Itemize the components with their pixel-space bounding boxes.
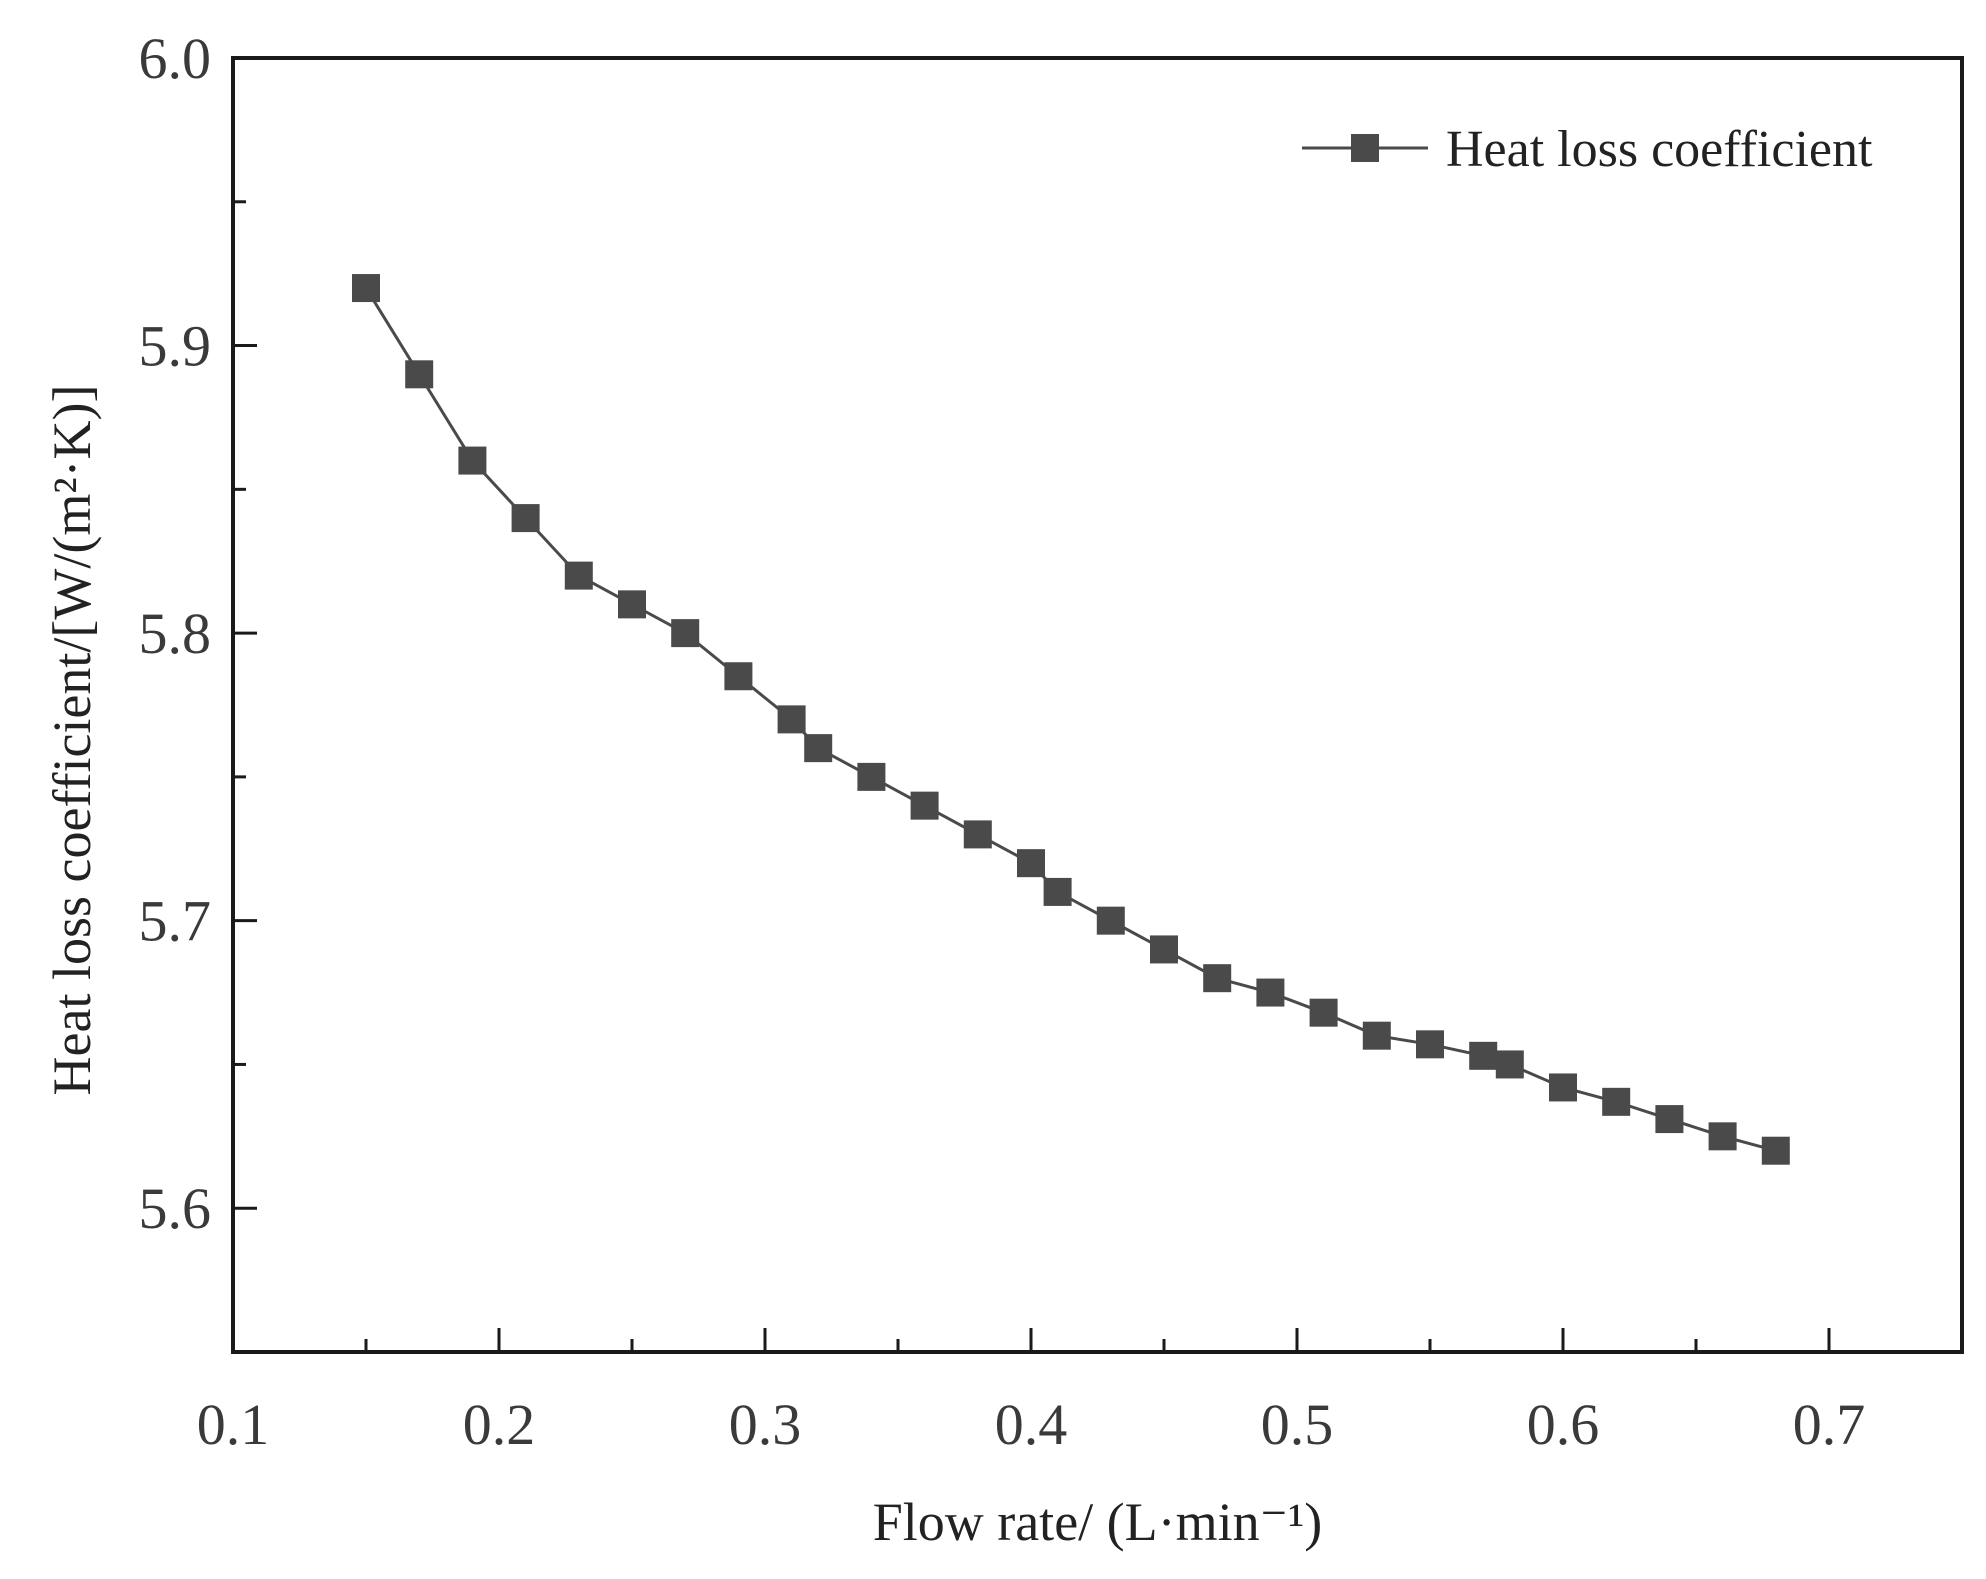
data-point xyxy=(963,820,992,849)
legend: Heat loss coefficient xyxy=(1302,121,1873,178)
data-point xyxy=(1362,1021,1391,1050)
x-tick-label: 0.3 xyxy=(729,1392,802,1457)
x-tick-label: 0.2 xyxy=(463,1392,536,1457)
data-point xyxy=(1602,1087,1631,1116)
data-point xyxy=(724,662,753,691)
data-point xyxy=(618,590,646,619)
x-axis-title: Flow rate/ (L·min⁻¹) xyxy=(873,1492,1323,1552)
marks-layer xyxy=(352,274,1790,1165)
x-tick-label: 0.4 xyxy=(995,1392,1068,1457)
y-tick-label: 6.0 xyxy=(139,26,212,91)
x-tick-label: 0.7 xyxy=(1793,1392,1866,1457)
data-point xyxy=(1761,1136,1790,1165)
data-point xyxy=(458,446,487,475)
legend-marker xyxy=(1351,134,1379,162)
y-axis-title: Heat loss coefficient/[W/(m²·K)] xyxy=(42,385,102,1096)
y-tick-label: 5.7 xyxy=(139,889,212,954)
y-tick-label: 5.9 xyxy=(139,314,212,379)
data-point xyxy=(671,619,700,648)
x-tick-label: 0.5 xyxy=(1261,1392,1334,1457)
data-point xyxy=(1309,998,1338,1027)
ticks-layer: 0.1 0.2 0.3 0.4 0.5 0.6 0.7 5.6 5.7 5.8 5.9 6.0 xyxy=(139,26,1866,1457)
data-point xyxy=(1495,1050,1524,1079)
data-point xyxy=(352,274,380,303)
data-point xyxy=(857,762,886,791)
plot-frame xyxy=(231,56,1964,1354)
data-point xyxy=(1150,935,1178,964)
data-point xyxy=(1203,964,1232,993)
data-point xyxy=(511,504,540,533)
data-point xyxy=(1708,1122,1737,1151)
data-point xyxy=(1655,1105,1684,1134)
data-point xyxy=(405,360,434,389)
data-point xyxy=(1256,978,1285,1007)
series-line xyxy=(364,287,1777,1153)
data-point xyxy=(804,734,833,763)
data-point xyxy=(1469,1041,1498,1070)
legend-label: Heat loss coefficient xyxy=(1446,121,1873,178)
y-tick-label: 5.8 xyxy=(139,601,212,666)
x-tick-label: 0.1 xyxy=(197,1392,270,1457)
data-point xyxy=(910,791,939,820)
data-point xyxy=(1096,906,1125,935)
data-point xyxy=(1043,877,1072,906)
data-point xyxy=(1416,1030,1444,1059)
data-point xyxy=(1017,849,1045,878)
data-point xyxy=(1549,1073,1577,1102)
data-point xyxy=(777,705,806,734)
data-point xyxy=(564,561,593,590)
y-tick-label: 5.6 xyxy=(139,1176,212,1241)
x-tick-label: 0.6 xyxy=(1527,1392,1600,1457)
